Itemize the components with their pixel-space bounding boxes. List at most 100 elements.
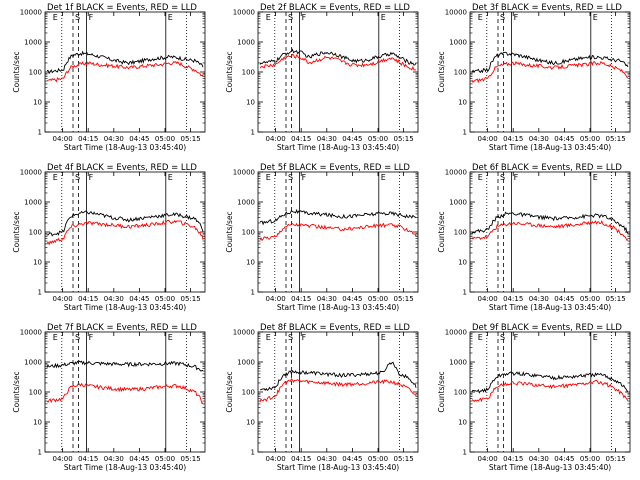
marker-label: E	[168, 173, 173, 182]
panel-det-6: Det 6f BLACK = Events, RED = LLD 1 10 100 10…	[437, 163, 631, 312]
y-tick-label: 10	[246, 419, 255, 427]
plot-frame	[257, 11, 419, 133]
series-lld	[259, 361, 417, 391]
marker-label: F	[89, 333, 94, 342]
y-tick-label: 1	[463, 289, 467, 297]
x-tick-label: 05:15	[606, 295, 626, 303]
x-tick-label: 04:30	[104, 135, 124, 143]
y-tick-label: 10000	[20, 329, 42, 337]
x-tick-label: 05:00	[368, 455, 388, 463]
panel-det-5: Det 5f BLACK = Events, RED = LLD 1 10 100 10…	[225, 163, 419, 312]
series-lld	[471, 51, 629, 74]
x-tick-label: 04:00	[266, 295, 286, 303]
x-tick-label: 05:00	[580, 455, 600, 463]
x-tick-label: 04:00	[53, 295, 73, 303]
y-tick-label: 1000	[449, 359, 467, 367]
y-tick-label: 1000	[24, 359, 42, 367]
panel-det-8: Det 8f BLACK = Events, RED = LLD 1 10 100 10…	[225, 323, 419, 472]
series-lld	[46, 210, 204, 237]
x-tick-label: 04:30	[104, 295, 124, 303]
y-tick-label: 1000	[24, 39, 42, 47]
marker-label: S	[75, 333, 80, 342]
y-tick-label: 10	[33, 419, 42, 427]
y-tick-label: 10	[458, 99, 467, 107]
y-tick-label: 1	[38, 449, 42, 457]
panel-title: Det 2f BLACK = Events, RED = LLD	[260, 3, 410, 13]
y-tick-label: 100	[242, 69, 255, 77]
marker-label: E	[381, 333, 386, 342]
plot-frame	[257, 171, 419, 293]
y-tick-label: 10000	[445, 329, 467, 337]
y-axis-label: Counts/sec	[12, 211, 21, 252]
x-tick-label: 04:30	[317, 295, 337, 303]
series-events	[471, 220, 629, 242]
plot-frame	[44, 171, 206, 293]
y-tick-label: 1	[463, 449, 467, 457]
panel-title: Det 1f BLACK = Events, RED = LLD	[47, 3, 197, 13]
x-tick-label: 04:00	[478, 295, 498, 303]
marker-label: E	[168, 13, 173, 22]
x-tick-label: 04:45	[342, 295, 362, 303]
x-tick-label: 04:30	[529, 455, 549, 463]
x-axis-label: Start Time (18-Aug-13 03:45:40)	[489, 143, 611, 152]
plot-frame	[469, 331, 631, 453]
x-tick-label: 05:00	[580, 135, 600, 143]
marker-label: E	[593, 173, 598, 182]
panel-title: Det 4f BLACK = Events, RED = LLD	[47, 163, 197, 173]
y-tick-label: 10000	[233, 9, 255, 17]
series-events	[259, 378, 417, 403]
marker-label: E	[478, 333, 483, 342]
x-axis-label: Start Time (18-Aug-13 03:45:40)	[64, 143, 186, 152]
series-events	[46, 219, 204, 246]
x-tick-label: 04:30	[104, 455, 124, 463]
x-tick-label: 05:00	[368, 135, 388, 143]
y-tick-label: 100	[29, 69, 42, 77]
marker-label: E	[266, 173, 271, 182]
x-tick-label: 04:15	[78, 135, 98, 143]
marker-label: E	[168, 333, 173, 342]
panel-title: Det 3f BLACK = Events, RED = LLD	[472, 3, 622, 13]
y-tick-label: 1000	[449, 199, 467, 207]
panel-title: Det 8f BLACK = Events, RED = LLD	[260, 323, 410, 333]
panel-det-9: Det 9f BLACK = Events, RED = LLD 1 10 100 10…	[437, 323, 631, 472]
x-tick-label: 04:00	[266, 455, 286, 463]
marker-label: E	[53, 173, 58, 182]
y-tick-label: 1000	[237, 199, 255, 207]
x-axis-label: Start Time (18-Aug-13 03:45:40)	[277, 143, 399, 152]
x-tick-label: 04:15	[291, 455, 311, 463]
y-tick-label: 10000	[20, 169, 42, 177]
marker-label: S	[75, 13, 80, 22]
y-tick-label: 10000	[445, 9, 467, 17]
y-tick-label: 100	[454, 229, 467, 237]
panel-title: Det 9f BLACK = Events, RED = LLD	[472, 323, 622, 333]
series-lld	[259, 208, 417, 226]
series-events	[259, 53, 417, 71]
x-tick-label: 04:00	[266, 135, 286, 143]
x-tick-label: 04:15	[503, 295, 523, 303]
marker-label: E	[53, 333, 58, 342]
marker-label: F	[302, 333, 307, 342]
x-axis-label: Start Time (18-Aug-13 03:45:40)	[489, 463, 611, 472]
marker-label: S	[75, 173, 80, 182]
x-tick-label: 04:30	[529, 135, 549, 143]
marker-label: S	[500, 13, 505, 22]
x-tick-label: 05:00	[155, 295, 175, 303]
x-tick-label: 05:15	[394, 135, 414, 143]
x-tick-label: 04:45	[342, 135, 362, 143]
marker-label: S	[288, 173, 293, 182]
x-axis-label: Start Time (18-Aug-13 03:45:40)	[277, 303, 399, 312]
x-tick-label: 04:45	[129, 135, 149, 143]
marker-label: S	[500, 333, 505, 342]
y-tick-label: 1000	[237, 359, 255, 367]
marker-label: F	[514, 13, 519, 22]
x-tick-label: 04:45	[554, 455, 574, 463]
panel-title: Det 5f BLACK = Events, RED = LLD	[260, 163, 410, 173]
x-tick-label: 04:15	[503, 455, 523, 463]
y-tick-label: 100	[29, 389, 42, 397]
x-tick-label: 05:15	[606, 455, 626, 463]
plot-frame	[469, 171, 631, 293]
y-tick-label: 1000	[449, 39, 467, 47]
panel-det-4: Det 4f BLACK = Events, RED = LLD 1 10 100 10…	[12, 163, 206, 312]
marker-label: S	[288, 13, 293, 22]
x-tick-label: 05:00	[580, 295, 600, 303]
